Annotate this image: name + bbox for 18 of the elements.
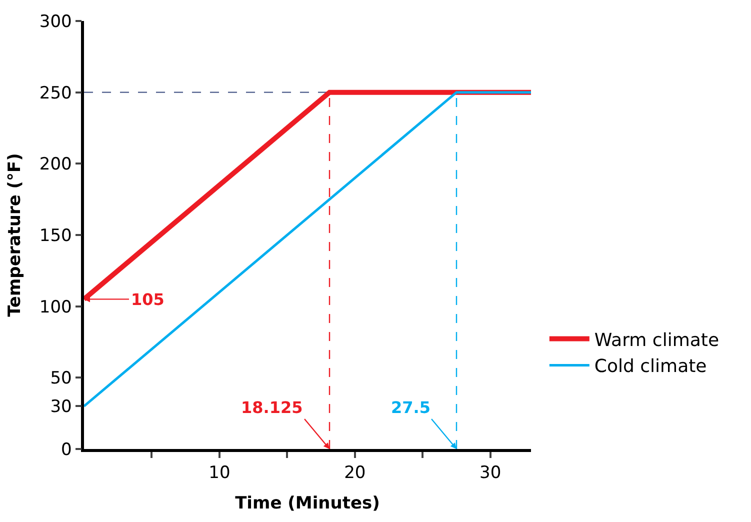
y-tick-label: 30: [50, 397, 72, 418]
y-tick-label: 0: [61, 440, 72, 460]
x-tick-label: 30: [480, 463, 502, 484]
y-tick-label: 300: [39, 12, 72, 32]
annotation: 18.125: [241, 398, 303, 417]
y-axis-title: Temperature (°F): [4, 153, 25, 317]
x-tick-label: 10: [208, 463, 230, 484]
y-tick-label: 100: [39, 297, 72, 318]
y-tick-label: 200: [39, 154, 72, 175]
y-tick-label: 150: [39, 226, 72, 246]
x-axis-title: Time (Minutes): [235, 494, 380, 514]
legend-label: Cold climate: [594, 356, 707, 378]
y-tick-label: 250: [39, 83, 72, 104]
y-tick-label: 50: [50, 368, 72, 389]
annotation: 27.5: [391, 398, 430, 417]
x-tick-label: 20: [344, 463, 366, 484]
legend-label: Warm climate: [594, 330, 720, 351]
annotation: 105: [131, 290, 164, 309]
